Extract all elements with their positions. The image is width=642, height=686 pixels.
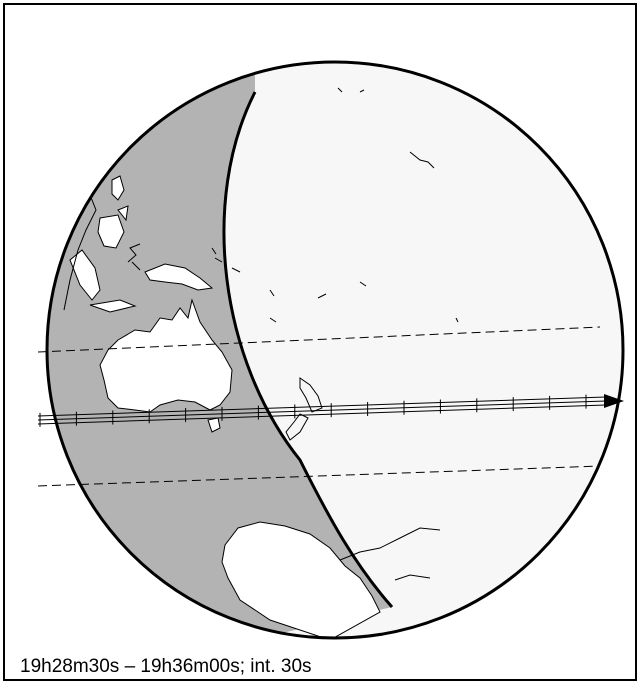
north-limit-line (37, 326, 601, 353)
time-range-caption: 19h28m30s – 19h36m00s; int. 30s (20, 656, 312, 677)
new-zealand-south (285, 413, 309, 441)
central-track (37, 396, 607, 425)
tasmania-shape (207, 417, 221, 433)
antarctic-peninsula (339, 527, 441, 581)
borneo-shape (97, 214, 125, 249)
new-guinea-shape (144, 263, 214, 291)
java-shape (89, 299, 137, 313)
track-arrowhead (604, 394, 624, 408)
track-ticks (39, 394, 587, 427)
pacific-islands (211, 87, 459, 323)
sumatra-shape (69, 249, 101, 301)
australia-shape (99, 298, 233, 413)
antarctica-shape (221, 521, 381, 638)
landmasses (63, 87, 459, 638)
terminator-line (222, 91, 394, 608)
south-limit-line (37, 465, 601, 487)
globe-outline (45, 60, 625, 640)
philippines-shape (111, 175, 129, 222)
sulawesi-shape (127, 243, 141, 271)
new-zealand-north (299, 377, 323, 413)
